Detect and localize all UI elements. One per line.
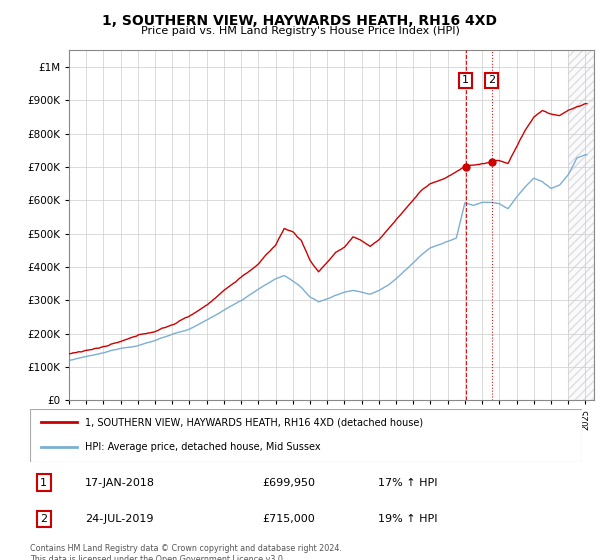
Text: 19% ↑ HPI: 19% ↑ HPI: [378, 514, 437, 524]
Text: £699,950: £699,950: [262, 478, 315, 488]
Text: HPI: Average price, detached house, Mid Sussex: HPI: Average price, detached house, Mid …: [85, 442, 321, 452]
FancyBboxPatch shape: [30, 409, 582, 462]
Text: Contains HM Land Registry data © Crown copyright and database right 2024.
This d: Contains HM Land Registry data © Crown c…: [30, 544, 342, 560]
Text: 24-JUL-2019: 24-JUL-2019: [85, 514, 154, 524]
Text: 2: 2: [488, 76, 496, 85]
Text: £715,000: £715,000: [262, 514, 314, 524]
Text: 17-JAN-2018: 17-JAN-2018: [85, 478, 155, 488]
Text: 1: 1: [462, 76, 469, 85]
Text: 2: 2: [40, 514, 47, 524]
Text: 17% ↑ HPI: 17% ↑ HPI: [378, 478, 437, 488]
Text: 1, SOUTHERN VIEW, HAYWARDS HEATH, RH16 4XD (detached house): 1, SOUTHERN VIEW, HAYWARDS HEATH, RH16 4…: [85, 417, 424, 427]
Text: 1, SOUTHERN VIEW, HAYWARDS HEATH, RH16 4XD: 1, SOUTHERN VIEW, HAYWARDS HEATH, RH16 4…: [103, 14, 497, 28]
Text: 1: 1: [40, 478, 47, 488]
Text: Price paid vs. HM Land Registry's House Price Index (HPI): Price paid vs. HM Land Registry's House …: [140, 26, 460, 36]
